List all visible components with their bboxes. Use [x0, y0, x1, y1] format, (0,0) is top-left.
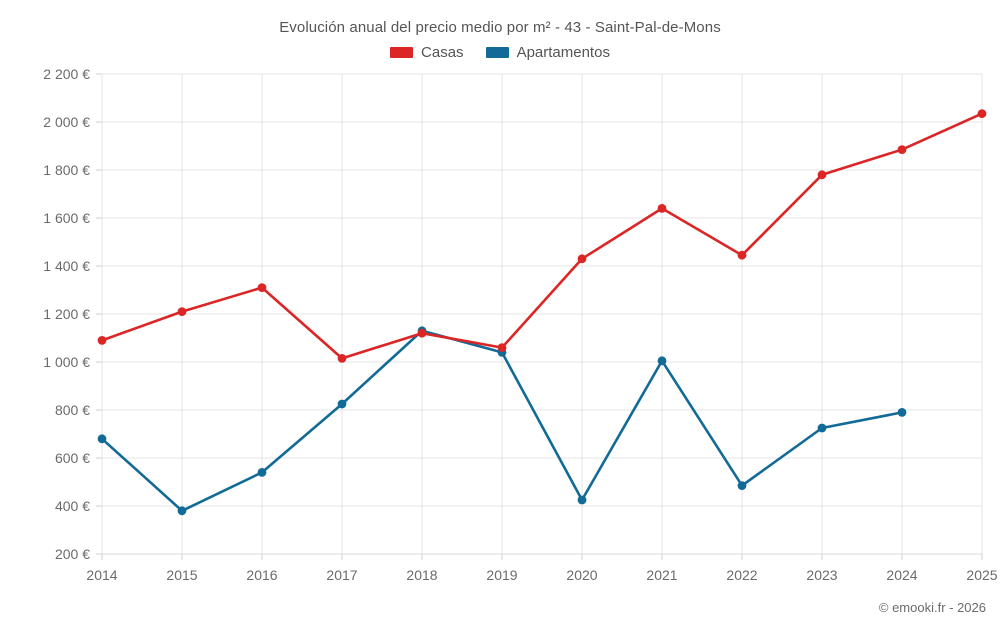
- legend-swatch-casas: [390, 47, 414, 58]
- y-tick-label: 800 €: [55, 402, 90, 418]
- x-tick-label: 2020: [566, 567, 597, 583]
- x-tick-label: 2024: [886, 567, 917, 583]
- x-tick-label: 2025: [966, 567, 997, 583]
- data-point-casas-2016[interactable]: [257, 283, 267, 292]
- data-point-apartamentos-2016[interactable]: [257, 468, 267, 477]
- data-point-casas-2022[interactable]: [737, 250, 747, 260]
- x-tick-label: 2023: [806, 567, 837, 583]
- data-point-casas-2023[interactable]: [817, 170, 827, 180]
- x-tick-label: 2019: [486, 567, 517, 583]
- y-tick-label: 1 200 €: [43, 306, 90, 322]
- legend-item-apartamentos[interactable]: Apartamentos: [485, 44, 610, 61]
- data-point-casas-2019[interactable]: [497, 343, 507, 352]
- legend-item-casas[interactable]: Casas: [390, 44, 464, 61]
- data-point-apartamentos-2022[interactable]: [737, 481, 747, 490]
- data-point-apartamentos-2014[interactable]: [97, 434, 107, 444]
- data-point-apartamentos-2024[interactable]: [897, 408, 907, 417]
- y-tick-label: 2 000 €: [43, 114, 90, 130]
- y-tick-label: 1 600 €: [43, 210, 90, 226]
- y-tick-label: 1 000 €: [43, 354, 90, 370]
- data-point-casas-2025[interactable]: [977, 109, 987, 118]
- data-point-apartamentos-2015[interactable]: [177, 506, 187, 516]
- data-point-apartamentos-2021[interactable]: [657, 356, 667, 366]
- credit-text: © emooki.fr - 2026: [878, 600, 986, 615]
- x-tick-label: 2016: [246, 567, 277, 583]
- data-point-casas-2014[interactable]: [97, 336, 107, 345]
- y-tick-label: 200 €: [55, 546, 90, 562]
- y-tick-label: 1 400 €: [43, 258, 90, 274]
- data-point-casas-2017[interactable]: [337, 354, 347, 363]
- x-tick-label: 2017: [326, 567, 357, 583]
- y-tick-label: 1 800 €: [43, 162, 90, 178]
- data-point-apartamentos-2020[interactable]: [577, 495, 587, 505]
- data-point-casas-2015[interactable]: [177, 307, 187, 316]
- data-point-apartamentos-2023[interactable]: [817, 423, 827, 433]
- y-tick-label: 600 €: [55, 450, 90, 466]
- legend-label-apartamentos: Apartamentos: [516, 44, 610, 61]
- x-tick-label: 2022: [726, 567, 757, 583]
- x-tick-label: 2014: [86, 567, 117, 583]
- legend-label-casas: Casas: [421, 44, 464, 61]
- series-line-casas: [100, 112, 984, 360]
- data-point-casas-2020[interactable]: [577, 254, 587, 264]
- data-point-apartamentos-2017[interactable]: [337, 399, 347, 409]
- chart-legend: Casas Apartamentos: [0, 44, 1000, 61]
- y-tick-label: 400 €: [55, 498, 90, 514]
- x-tick-label: 2021: [646, 567, 677, 583]
- chart-title: Evolución anual del precio medio por m² …: [279, 19, 721, 36]
- data-point-casas-2024[interactable]: [897, 145, 907, 155]
- x-tick-label: 2018: [406, 567, 437, 583]
- data-point-casas-2021[interactable]: [657, 204, 667, 213]
- y-tick-label: 2 200 €: [43, 66, 90, 82]
- x-tick-label: 2015: [166, 567, 197, 583]
- data-point-casas-2018[interactable]: [417, 328, 427, 338]
- legend-swatch-apartamentos: [485, 47, 509, 58]
